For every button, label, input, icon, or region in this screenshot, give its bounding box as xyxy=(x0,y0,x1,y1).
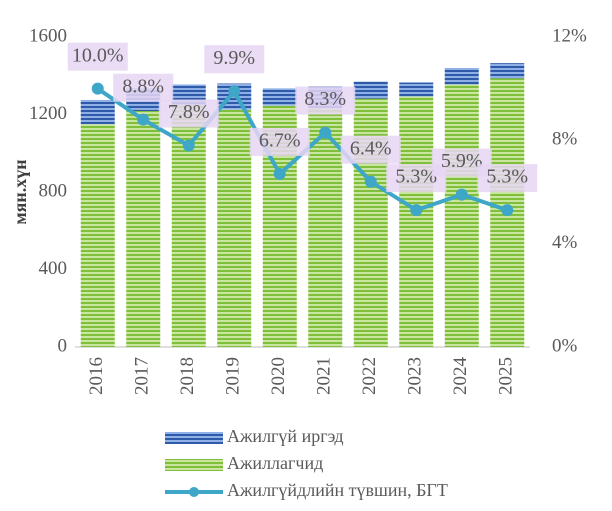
y-tick-label: 800 xyxy=(39,180,68,201)
y2-tick-label: 8% xyxy=(552,129,578,150)
data-label: 6.7% xyxy=(259,130,301,152)
x-tick-label: 2023 xyxy=(405,357,426,395)
y2-tick-label: 4% xyxy=(552,232,578,253)
bar xyxy=(217,109,252,347)
y-tick-label: 0 xyxy=(58,335,68,356)
x-tick-label: 2016 xyxy=(86,357,107,395)
legend-swatch xyxy=(165,432,223,444)
bar xyxy=(353,81,388,99)
data-label: 7.8% xyxy=(168,101,210,123)
marker xyxy=(319,126,332,139)
data-label: 9.9% xyxy=(213,47,255,69)
x-tick-label: 2021 xyxy=(314,357,335,395)
marker xyxy=(137,113,150,126)
data-label: 8.8% xyxy=(122,75,164,97)
bar xyxy=(399,96,434,347)
y-tick-label: 1600 xyxy=(29,25,67,46)
marker xyxy=(91,82,104,95)
marker xyxy=(228,85,241,98)
x-tick-label: 2017 xyxy=(132,357,153,395)
bar xyxy=(444,68,479,85)
data-label: 5.3% xyxy=(395,166,437,188)
x-tick-label: 2022 xyxy=(359,357,380,395)
data-label: 6.4% xyxy=(350,137,392,159)
marker xyxy=(364,175,377,188)
legend-label: Ажилгүй иргэд xyxy=(227,426,344,446)
bar xyxy=(80,124,115,347)
marker xyxy=(410,204,423,217)
x-tick-label: 2025 xyxy=(496,357,517,395)
bar xyxy=(444,84,479,347)
legend-swatch xyxy=(165,459,223,471)
y-tick-label: 1200 xyxy=(29,103,67,124)
x-tick-label: 2018 xyxy=(177,357,198,395)
data-label: 10.0% xyxy=(72,44,124,66)
label-box xyxy=(249,127,310,156)
x-tick-label: 2020 xyxy=(268,357,289,395)
y2-tick-label: 12% xyxy=(552,25,587,46)
marker xyxy=(455,188,468,201)
x-tick-label: 2019 xyxy=(223,357,244,395)
bar xyxy=(80,99,115,125)
label-box xyxy=(340,135,401,164)
bar xyxy=(262,88,297,106)
y-axis-label: мян.хүн xyxy=(10,159,30,224)
y-tick-label: 400 xyxy=(39,258,68,279)
legend-label: Ажиллагчид xyxy=(227,453,323,473)
label-box xyxy=(477,164,538,193)
label-box xyxy=(204,45,265,74)
data-label: 8.3% xyxy=(304,88,346,110)
legend-marker xyxy=(189,487,199,497)
marker xyxy=(501,204,514,217)
label-box xyxy=(158,99,219,128)
legend-label: Ажилгүйдлийн түвшин, БГТ xyxy=(227,480,448,500)
data-label: 5.9% xyxy=(441,150,483,172)
marker xyxy=(182,139,195,152)
label-box xyxy=(113,73,174,102)
data-label: 5.3% xyxy=(486,166,528,188)
label-box xyxy=(295,86,356,115)
y2-tick-label: 0% xyxy=(552,335,578,356)
bar xyxy=(399,82,434,97)
bar xyxy=(308,108,343,347)
bar xyxy=(126,111,161,347)
bar xyxy=(490,63,525,79)
x-tick-label: 2024 xyxy=(450,357,471,396)
marker xyxy=(273,167,286,180)
label-box xyxy=(67,42,128,71)
